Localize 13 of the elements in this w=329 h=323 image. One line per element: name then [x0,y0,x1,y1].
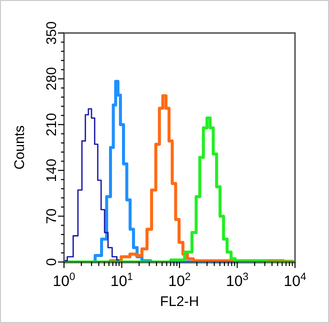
y-tick-label: 210 [43,112,59,136]
y-tick-label: 0 [43,258,59,266]
y-axis-title: Counts [11,125,27,170]
x-tick-label: 10$^{0}$ [52,271,76,290]
x-tick-label: 10$^{4}$ [284,271,306,290]
x-axis-title: FL2-H [160,293,199,309]
y-tick-label: 70 [43,208,59,224]
x-tick-label: 10$^{3}$ [226,271,249,290]
x-tick-label: 10$^{1}$ [110,271,134,290]
y-tick-label: 280 [43,66,59,90]
x-tick-label: 10$^{2}$ [168,271,191,290]
y-tick-label: 350 [43,21,59,45]
y-tick-label: 140 [43,158,59,182]
